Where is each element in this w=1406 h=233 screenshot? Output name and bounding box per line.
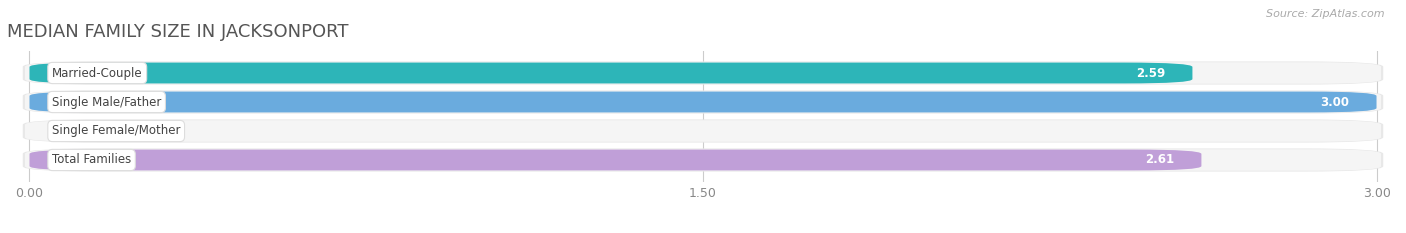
FancyBboxPatch shape [25,120,1381,142]
FancyBboxPatch shape [22,90,1384,114]
FancyBboxPatch shape [30,92,1376,113]
Text: Married-Couple: Married-Couple [52,66,142,79]
FancyBboxPatch shape [25,149,1381,171]
FancyBboxPatch shape [25,91,1381,113]
Text: Source: ZipAtlas.com: Source: ZipAtlas.com [1267,9,1385,19]
Text: 0.00: 0.00 [70,124,96,137]
FancyBboxPatch shape [22,62,1384,85]
FancyBboxPatch shape [22,119,1384,143]
FancyBboxPatch shape [30,150,1201,170]
Text: 2.61: 2.61 [1146,154,1174,167]
Text: Total Families: Total Families [52,154,131,167]
Text: Single Female/Mother: Single Female/Mother [52,124,180,137]
FancyBboxPatch shape [30,63,1192,83]
Text: 3.00: 3.00 [1320,96,1350,109]
Text: Single Male/Father: Single Male/Father [52,96,162,109]
FancyBboxPatch shape [22,148,1384,171]
Text: 2.59: 2.59 [1136,66,1166,79]
Text: MEDIAN FAMILY SIZE IN JACKSONPORT: MEDIAN FAMILY SIZE IN JACKSONPORT [7,23,349,41]
FancyBboxPatch shape [25,62,1381,84]
